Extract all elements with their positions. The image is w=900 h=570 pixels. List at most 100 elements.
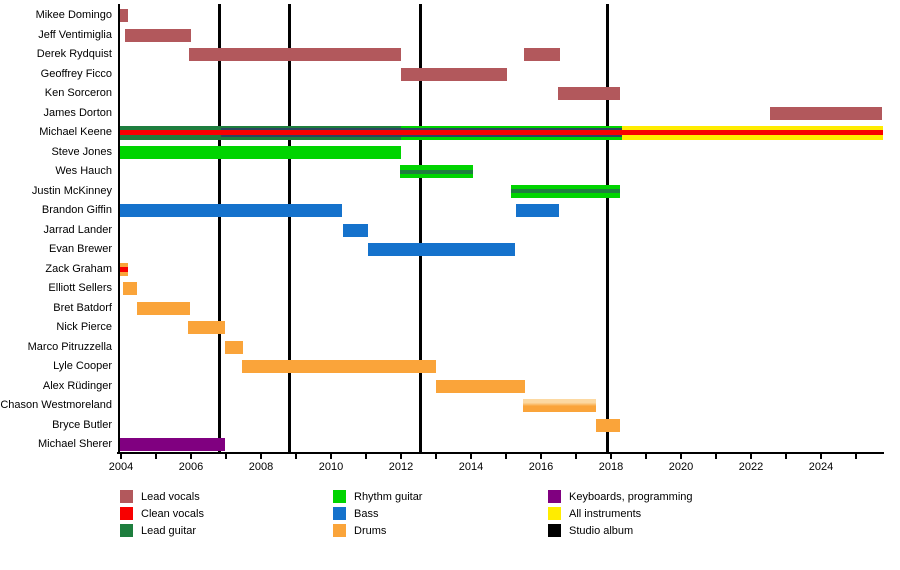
x-axis-tick bbox=[645, 454, 647, 459]
legend-swatch-allinstruments bbox=[548, 507, 561, 520]
member-name: Alex Rüdinger bbox=[42, 379, 112, 392]
legend-swatch-bass bbox=[333, 507, 346, 520]
x-axis-tick bbox=[400, 454, 402, 459]
timeline-bar-bass bbox=[342, 223, 369, 237]
member-name: Lyle Cooper bbox=[53, 360, 112, 372]
legend-label: Drums bbox=[354, 525, 387, 537]
member-name: James Dorton bbox=[43, 106, 112, 119]
member-name: Brandon Giffin bbox=[41, 204, 112, 216]
timeline-bar-leadguitar bbox=[400, 169, 474, 174]
member-name: Elliott Sellers bbox=[48, 282, 112, 294]
legend-label: Clean vocals bbox=[141, 508, 204, 520]
studio-album-line bbox=[217, 4, 221, 452]
legend-label: Keyboards, programming bbox=[569, 491, 693, 503]
timeline-bar-drums bbox=[242, 360, 436, 373]
x-axis-tick bbox=[120, 454, 122, 459]
studio-album-line bbox=[287, 4, 291, 452]
timeline-bar-drums bbox=[225, 340, 244, 354]
timeline-bar-leadvocals bbox=[523, 48, 561, 61]
timeline-bar-bass bbox=[516, 204, 559, 217]
timeline-bar-cleanvocals bbox=[120, 130, 883, 135]
member-name: Steve Jones bbox=[51, 145, 112, 158]
timeline-bar-leadvocals bbox=[120, 9, 129, 22]
timeline-bar-drums bbox=[137, 301, 190, 315]
timeline-bar-leadvocals bbox=[401, 67, 507, 81]
studio-album-line bbox=[419, 4, 423, 452]
timeline-bar-rhythmguitar bbox=[120, 145, 401, 159]
legend-label: Studio album bbox=[569, 525, 634, 537]
x-axis-line bbox=[117, 452, 884, 454]
legend-label: Lead vocals bbox=[141, 491, 200, 503]
timeline-bar-drums bbox=[436, 379, 525, 393]
legend-swatch-keys bbox=[548, 490, 561, 503]
legend-swatch-leadguitar bbox=[120, 524, 133, 537]
member-name: Zack Graham bbox=[45, 262, 112, 275]
timeline-bar-drums bbox=[187, 321, 225, 334]
timeline-bar-drums bbox=[123, 282, 138, 295]
x-axis-tick bbox=[855, 454, 857, 459]
x-axis-tick bbox=[470, 454, 472, 459]
member-name: Geoffrey Ficco bbox=[40, 67, 112, 80]
member-name: Jarrad Lander bbox=[43, 223, 113, 236]
timeline-bar-keys bbox=[120, 438, 225, 451]
x-axis-year-label: 2020 bbox=[668, 461, 694, 473]
x-axis-tick bbox=[750, 454, 752, 459]
x-axis-tick bbox=[330, 454, 332, 459]
member-name: Derek Rydquist bbox=[36, 48, 112, 60]
member-name: Nick Pierce bbox=[56, 321, 112, 333]
x-axis-year-label: 2006 bbox=[178, 461, 204, 473]
x-axis-year-label: 2012 bbox=[388, 461, 414, 473]
legend-swatch-rhythmguitar bbox=[333, 490, 346, 503]
x-axis-year-label: 2022 bbox=[738, 461, 764, 473]
legend-swatch-studioalbum bbox=[548, 524, 561, 537]
legend-label: Rhythm guitar bbox=[354, 491, 423, 503]
x-axis-tick bbox=[260, 454, 262, 459]
member-name: Bret Batdorf bbox=[53, 301, 112, 314]
x-axis-tick bbox=[295, 454, 297, 459]
x-axis-year-label: 2016 bbox=[528, 461, 554, 473]
timeline-bar-leadvocals bbox=[124, 28, 191, 42]
x-axis-tick bbox=[610, 454, 612, 459]
member-name: Ken Sorceron bbox=[44, 87, 112, 99]
member-name: Mikee Domingo bbox=[35, 9, 112, 21]
legend-label: Lead guitar bbox=[141, 525, 197, 537]
y-axis-line bbox=[118, 4, 120, 452]
x-axis-year-label: 2024 bbox=[808, 461, 834, 473]
timeline-bar-drums bbox=[595, 418, 621, 432]
x-axis-tick bbox=[225, 454, 227, 459]
legend-swatch-cleanvocals bbox=[120, 507, 133, 520]
x-axis-year-label: 2010 bbox=[318, 461, 344, 473]
timeline-bar-leadvocals bbox=[188, 48, 401, 61]
x-axis-tick bbox=[505, 454, 507, 459]
x-axis-tick bbox=[365, 454, 367, 459]
timeline-bar-drums bbox=[523, 399, 596, 412]
timeline-bar-leadvocals bbox=[770, 106, 883, 120]
x-axis-tick bbox=[435, 454, 437, 459]
x-axis-tick bbox=[820, 454, 822, 459]
x-axis-year-label: 2008 bbox=[248, 461, 274, 473]
member-name: Michael Keene bbox=[39, 126, 112, 138]
timeline-bar-bass bbox=[120, 204, 342, 217]
x-axis-year-label: 2014 bbox=[458, 461, 484, 473]
member-name: Chason Westmoreland bbox=[0, 399, 112, 411]
timeline-bar-cleanvocals bbox=[120, 266, 129, 272]
x-axis-tick bbox=[680, 454, 682, 459]
x-axis-year-label: 2004 bbox=[108, 461, 134, 473]
member-name: Wes Hauch bbox=[55, 165, 112, 177]
member-name: Jeff Ventimiglia bbox=[38, 28, 112, 41]
x-axis-tick bbox=[540, 454, 542, 459]
x-axis-tick bbox=[575, 454, 577, 459]
member-name: Marco Pitruzzella bbox=[27, 340, 112, 353]
member-name: Evan Brewer bbox=[49, 243, 112, 255]
timeline-bar-bass bbox=[368, 243, 516, 256]
member-name: Michael Sherer bbox=[38, 438, 112, 450]
member-name: Justin McKinney bbox=[31, 184, 112, 197]
legend-label: All instruments bbox=[569, 508, 642, 520]
studio-album-line bbox=[606, 4, 610, 452]
x-axis-tick bbox=[715, 454, 717, 459]
x-axis-year-label: 2018 bbox=[598, 461, 624, 473]
x-axis-tick bbox=[190, 454, 192, 459]
legend-label: Bass bbox=[354, 508, 379, 520]
legend-swatch-leadvocals bbox=[120, 490, 133, 503]
